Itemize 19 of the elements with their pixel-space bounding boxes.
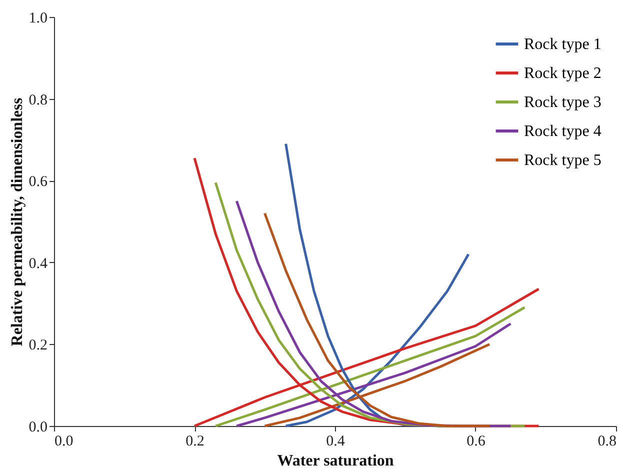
x-tick-label: 0.0	[54, 434, 74, 450]
y-tick-label: 0.0	[28, 420, 48, 436]
x-tick-label: 0.2	[186, 434, 204, 450]
legend-label: Rock type 2	[524, 65, 602, 82]
y-tick-label: 0.2	[28, 338, 48, 354]
x-tick-label: 0.6	[466, 434, 486, 450]
y-tick-label: 0.8	[28, 92, 48, 108]
y-tick-label: 0.4	[28, 256, 48, 272]
x-tick-label: 0.8	[598, 434, 616, 450]
line-series	[264, 212, 491, 428]
legend-label: Rock type 5	[524, 152, 602, 169]
legend-label: Rock type 1	[524, 36, 602, 53]
legend-label: Rock type 4	[524, 123, 602, 140]
y-tick-label: 0.6	[28, 174, 48, 190]
x-axis-title: Water saturation	[277, 452, 394, 470]
legend-label: Rock type 3	[524, 94, 602, 111]
y-tick-label: 1.0	[28, 10, 48, 26]
x-tick-label: 0.4	[326, 434, 346, 450]
y-axis-title: Relative permeability, dimensionless	[8, 98, 26, 346]
